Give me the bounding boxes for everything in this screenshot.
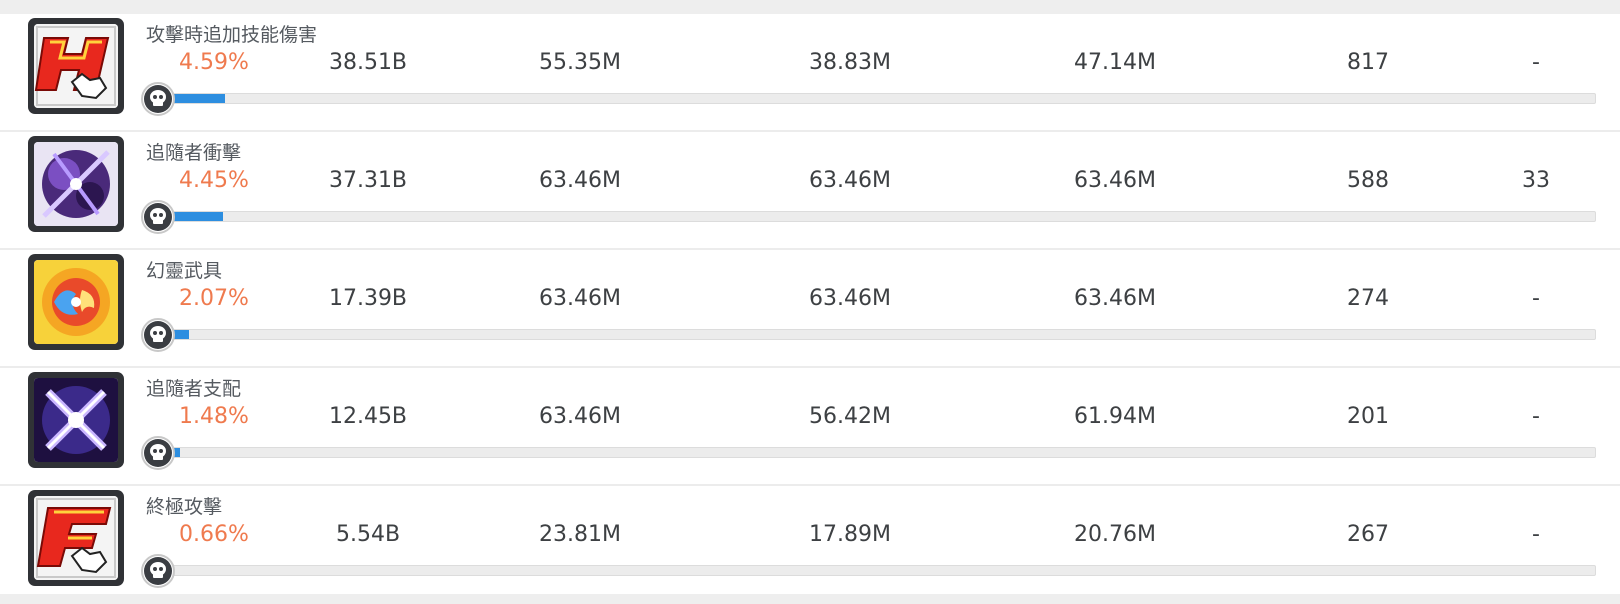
purple-cross-skill-icon [34, 378, 118, 462]
table-row: 追隨者支配 1.48% 12.45B 63.46M 56.42M 61.94M … [0, 368, 1620, 486]
table-row: 終極攻擊 0.66% 5.54B 23.81M 17.89M 20.76M 26… [0, 486, 1620, 604]
skill-icon-frame [28, 18, 124, 114]
extra-count: - [1532, 50, 1540, 75]
damage-column-3: 47.14M [1074, 50, 1156, 75]
damage-share-bar [158, 211, 1596, 222]
skull-icon [141, 436, 175, 470]
skull-icon [141, 318, 175, 352]
damage-column-1: 63.46M [539, 404, 621, 429]
total-damage: 17.39B [328, 286, 408, 311]
hit-count: 267 [1347, 522, 1389, 547]
damage-column-1: 55.35M [539, 50, 621, 75]
skill-name: 幻靈武具 [146, 260, 223, 282]
damage-percent: 0.66% [179, 522, 249, 547]
hit-count: 817 [1347, 50, 1389, 75]
skill-name: 攻擊時追加技能傷害 [146, 24, 318, 46]
h-hotkey-skill-icon [34, 24, 118, 108]
total-damage: 12.45B [328, 404, 408, 429]
damage-share-fill [159, 212, 223, 221]
skill-name: 追隨者支配 [146, 378, 242, 400]
hit-count: 588 [1347, 168, 1389, 193]
skill-icon-frame [28, 372, 124, 468]
damage-percent: 1.48% [179, 404, 249, 429]
table-row: 幻靈武具 2.07% 17.39B 63.46M 63.46M 63.46M 2… [0, 250, 1620, 368]
total-damage: 38.51B [328, 50, 408, 75]
damage-share-bar [158, 565, 1596, 576]
damage-column-3: 63.46M [1074, 286, 1156, 311]
purple-burst-skill-icon [34, 142, 118, 226]
damage-percent: 4.45% [179, 168, 249, 193]
damage-column-3: 63.46M [1074, 168, 1156, 193]
damage-share-bar [158, 329, 1596, 340]
skull-icon [141, 554, 175, 588]
fire-ice-orb-skill-icon [34, 260, 118, 344]
damage-column-2: 63.46M [809, 286, 891, 311]
damage-percent: 4.59% [179, 50, 249, 75]
damage-percent: 2.07% [179, 286, 249, 311]
skill-damage-table: 攻擊時追加技能傷害 4.59% 38.51B 55.35M 38.83M 47.… [0, 14, 1620, 594]
skill-icon-frame [28, 254, 124, 350]
f-hotkey-skill-icon [34, 496, 118, 580]
damage-column-1: 23.81M [539, 522, 621, 547]
hit-count: 201 [1347, 404, 1389, 429]
table-row: 追隨者衝擊 4.45% 37.31B 63.46M 63.46M 63.46M … [0, 132, 1620, 250]
table-row: 攻擊時追加技能傷害 4.59% 38.51B 55.35M 38.83M 47.… [0, 14, 1620, 132]
skill-icon-frame [28, 490, 124, 586]
damage-share-bar [158, 93, 1596, 104]
skull-icon [141, 200, 175, 234]
skill-icon-frame [28, 136, 124, 232]
damage-share-fill [159, 94, 225, 103]
skill-name: 終極攻擊 [146, 496, 223, 518]
damage-column-2: 56.42M [809, 404, 891, 429]
damage-column-2: 17.89M [809, 522, 891, 547]
damage-column-2: 38.83M [809, 50, 891, 75]
damage-column-1: 63.46M [539, 168, 621, 193]
hit-count: 274 [1347, 286, 1389, 311]
damage-column-3: 61.94M [1074, 404, 1156, 429]
total-damage: 5.54B [335, 522, 401, 547]
extra-count: - [1532, 522, 1540, 547]
extra-count: - [1532, 404, 1540, 429]
extra-count: - [1532, 286, 1540, 311]
extra-count: 33 [1522, 168, 1550, 193]
damage-column-1: 63.46M [539, 286, 621, 311]
damage-column-3: 20.76M [1074, 522, 1156, 547]
skull-icon [141, 82, 175, 116]
total-damage: 37.31B [328, 168, 408, 193]
damage-share-bar [158, 447, 1596, 458]
damage-column-2: 63.46M [809, 168, 891, 193]
skill-name: 追隨者衝擊 [146, 142, 242, 164]
